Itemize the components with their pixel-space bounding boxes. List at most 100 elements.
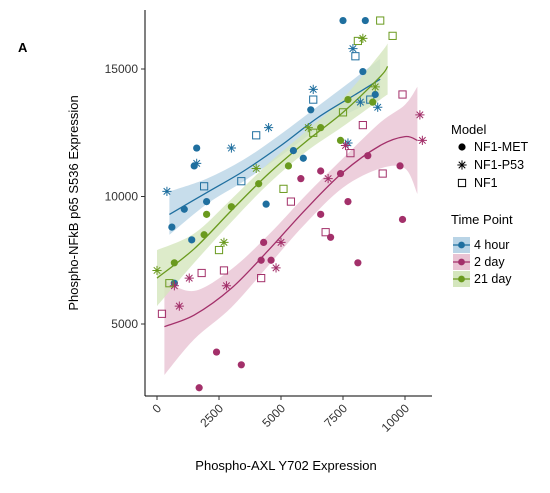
- data-point-4-hour: [162, 186, 172, 196]
- data-point-2-day: [276, 237, 286, 247]
- data-point-21-day: [358, 33, 368, 43]
- x-tick-label: 2500: [197, 401, 226, 430]
- x-tick-label: 0: [149, 401, 164, 416]
- data-point-2-day: [184, 273, 194, 283]
- data-point-21-day: [219, 237, 229, 247]
- data-point-2-day: [219, 266, 229, 275]
- data-point-2-day: [354, 259, 362, 267]
- data-point-4-hour: [355, 97, 365, 107]
- data-point-21-day: [376, 16, 385, 25]
- data-point-2-day: [286, 197, 296, 206]
- legend-key-dot-21-day: [458, 275, 465, 283]
- x-tick-label: 7500: [321, 401, 350, 430]
- confidence-band-2-day: [164, 86, 418, 376]
- data-point-4-hour: [203, 198, 211, 206]
- data-point-4-hour: [371, 90, 379, 99]
- fit-line-21-day: [156, 66, 389, 279]
- data-point-21-day: [200, 231, 208, 239]
- data-point-4-hour: [359, 67, 367, 76]
- data-point-21-day: [227, 203, 235, 211]
- legend-key-dot-2-day: [458, 258, 465, 266]
- data-point-4-hour: [188, 236, 196, 244]
- data-point-2-day: [364, 152, 372, 160]
- fit-line-2-day: [164, 135, 418, 328]
- data-point-4-hour: [339, 16, 347, 25]
- legend-key-dot-4-hour: [458, 241, 465, 249]
- legend-label-nf1-p53: NF1-P53: [474, 158, 524, 172]
- data-point-4-hour: [361, 16, 369, 25]
- x-tick-label: 5000: [259, 401, 288, 430]
- data-point-2-day: [336, 169, 345, 178]
- legend-title-model: Model: [451, 122, 487, 137]
- confidence-bands: [157, 43, 418, 376]
- data-point-4-hour: [180, 205, 188, 213]
- data-point-21-day: [309, 128, 318, 137]
- data-point-2-day: [327, 233, 335, 241]
- data-point-4-hour: [252, 131, 261, 140]
- data-point-4-hour: [373, 102, 383, 112]
- data-point-21-day: [353, 36, 362, 46]
- data-point-2-day: [417, 135, 427, 145]
- data-point-2-day: [212, 348, 221, 356]
- legend-time-keys: [453, 237, 470, 287]
- legend-label-2-day: 2 day: [474, 255, 505, 269]
- y-tick-label: 15000: [105, 62, 139, 76]
- data-point-2-day: [346, 149, 355, 158]
- data-point-21-day: [317, 124, 325, 132]
- legend: Model NF1-MET NF1-P53 NF1 Time Point 4 h…: [451, 122, 529, 287]
- data-point-21-day: [214, 245, 224, 255]
- data-point-21-day: [338, 108, 348, 117]
- data-point-4-hour: [168, 223, 176, 231]
- data-point-2-day: [340, 140, 351, 151]
- data-point-21-day: [203, 210, 211, 218]
- data-point-21-day: [279, 184, 288, 193]
- data-point-2-day: [358, 121, 367, 130]
- confidence-band-4-hour: [169, 58, 381, 235]
- data-point-2-day: [260, 238, 268, 246]
- data-point-2-day: [221, 281, 232, 291]
- legend-label-nf1-met: NF1-MET: [474, 140, 529, 154]
- data-point-2-day: [267, 256, 275, 264]
- data-point-2-day: [237, 361, 245, 369]
- data-point-4-hour: [351, 52, 360, 61]
- data-point-4-hour: [192, 158, 202, 168]
- data-point-2-day: [398, 215, 407, 224]
- data-point-2-day: [323, 174, 333, 184]
- y-tick-label: 10000: [105, 190, 139, 204]
- data-point-21-day: [303, 123, 313, 133]
- data-point-21-day: [369, 98, 377, 106]
- legend-model-keys: [457, 143, 467, 188]
- data-point-2-day: [344, 198, 352, 206]
- data-points: [152, 16, 427, 392]
- data-point-4-hour: [309, 95, 318, 104]
- data-point-21-day: [165, 279, 174, 288]
- y-axis-title: Phospho-NFkB p65 S536 Expression: [66, 95, 81, 310]
- data-point-21-day: [284, 162, 293, 170]
- data-point-2-day: [257, 256, 265, 264]
- data-point-4-hour: [262, 200, 270, 208]
- data-point-21-day: [388, 31, 397, 40]
- data-point-2-day: [197, 268, 206, 278]
- fit-lines: [156, 66, 418, 328]
- data-point-4-hour: [307, 106, 315, 114]
- x-axis-title: Phospho-AXL Y702 Expression: [195, 458, 376, 473]
- legend-label-nf1: NF1: [474, 176, 498, 190]
- x-tick-label: 10000: [379, 401, 413, 435]
- data-point-4-hour: [226, 143, 236, 153]
- data-point-2-day: [317, 210, 325, 218]
- y-tick-label: 5000: [111, 317, 138, 331]
- data-point-2-day: [398, 90, 407, 99]
- data-point-2-day: [174, 301, 184, 311]
- data-point-2-day: [157, 309, 167, 318]
- data-point-4-hour: [193, 144, 201, 152]
- data-point-21-day: [152, 265, 162, 276]
- data-point-4-hour: [299, 154, 307, 162]
- data-point-2-day: [321, 228, 330, 237]
- data-point-2-day: [415, 110, 425, 120]
- legend-key-nf1-p53: [457, 160, 467, 170]
- data-point-4-hour: [289, 147, 297, 155]
- data-point-21-day: [251, 163, 261, 174]
- data-point-21-day: [344, 96, 352, 104]
- data-point-4-hour: [200, 182, 209, 191]
